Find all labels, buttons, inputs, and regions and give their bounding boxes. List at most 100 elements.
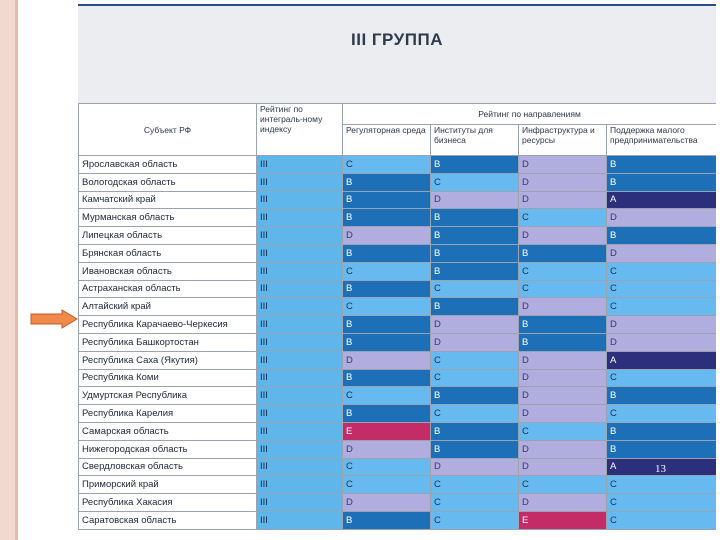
grade-cell: D [518, 172, 607, 192]
table-row: Республика Башкортостан III B D B D [78, 332, 716, 352]
region-name-cell: Республика Хакасия [78, 493, 257, 512]
table-row: Республика Саха (Якутия) III D C D A [78, 350, 716, 370]
grade-cell: D [342, 439, 431, 459]
slide-title: III ГРУППА [351, 29, 443, 49]
table-row: Брянская область III B B B D [78, 243, 716, 263]
integral-rating-cell: III [256, 386, 343, 406]
grade-cell: C [605, 297, 716, 317]
grade-cell: B [430, 421, 519, 441]
integral-rating-cell: III [256, 510, 343, 530]
table-row: Республика Хакасия III D C D C [78, 493, 716, 512]
region-name-cell: Ярославская область [78, 155, 257, 174]
integral-rating-cell: III [256, 493, 343, 512]
grade-cell: B [430, 297, 519, 317]
integral-rating-cell: III [256, 332, 343, 352]
region-name-cell: Республика Карачаево-Черкесия [78, 315, 257, 334]
grade-cell: E [342, 421, 431, 441]
grade-cell: C [430, 368, 519, 388]
integral-rating-cell: III [256, 350, 343, 370]
grade-cell: D [518, 297, 607, 317]
grade-cell: C [430, 350, 519, 370]
grade-cell: B [342, 190, 431, 210]
region-name-cell: Ивановская область [78, 261, 257, 281]
grade-cell: D [518, 368, 607, 388]
grade-cell: B [605, 421, 716, 441]
grade-cell: B [430, 386, 519, 406]
table-row: Мурманская область III B B C D [78, 208, 716, 228]
grade-cell: B [342, 315, 431, 334]
grade-cell: B [605, 172, 716, 192]
title-banner: III ГРУППА [78, 4, 716, 103]
grade-cell: D [518, 439, 607, 459]
grade-cell: C [605, 510, 716, 530]
rating-table-body: Ярославская область III C B D B Вологодская об… [78, 155, 716, 530]
grade-cell: D [518, 493, 607, 512]
table-row: Удмуртская Республика III C B D B [78, 386, 716, 406]
region-name-cell: Нижегородская область [78, 439, 257, 459]
integral-rating-cell: III [256, 155, 343, 174]
grade-cell: B [342, 510, 431, 530]
header-group: Рейтинг по направлениям [341, 103, 716, 125]
grade-cell: B [430, 439, 519, 459]
region-name-cell: Самарская область [78, 421, 257, 441]
grade-cell: C [430, 279, 519, 299]
grade-cell: D [605, 332, 716, 352]
grade-cell: D [605, 243, 716, 263]
table-row: Алтайский край III C B D C [78, 297, 716, 317]
integral-rating-cell: III [256, 439, 343, 459]
grade-cell: B [430, 226, 519, 245]
grade-cell: D [518, 350, 607, 370]
grade-cell: C [430, 510, 519, 530]
table-row: Липецкая область III D B D B [78, 226, 716, 245]
grade-cell: B [430, 155, 519, 174]
region-name-cell: Брянская область [78, 243, 257, 263]
grade-cell: B [605, 386, 716, 406]
region-name-cell: Астраханская область [78, 279, 257, 299]
grade-cell: C [430, 493, 519, 512]
grade-cell: B [605, 226, 716, 245]
left-decorative-stripe [0, 0, 15, 540]
table-row: Республика Карачаево-Черкесия III B D B D [78, 315, 716, 334]
table-row: Ярославская область III C B D B [78, 155, 716, 174]
grade-cell: B [605, 155, 716, 174]
table-row: Ивановская область III C B C C [78, 261, 716, 281]
header-integral: Рейтинг по интеграль-ному индексу [256, 103, 343, 156]
page-number: 13 [655, 463, 666, 475]
header-sme-support: Поддержка малого предпринимательства [605, 124, 716, 156]
region-name-cell: Республика Саха (Якутия) [78, 350, 257, 370]
grade-cell: D [430, 315, 519, 334]
integral-rating-cell: III [256, 297, 343, 317]
grade-cell: C [342, 261, 431, 281]
header-subject: Субъект РФ [78, 103, 257, 156]
grade-cell: C [342, 155, 431, 174]
integral-rating-cell: III [256, 421, 343, 441]
grade-cell: A [605, 350, 716, 370]
integral-rating-cell: III [256, 279, 343, 299]
region-name-cell: Вологодская область [78, 172, 257, 192]
integral-rating-cell: III [256, 315, 343, 334]
grade-cell: B [342, 368, 431, 388]
grade-cell: B [605, 439, 716, 459]
grade-cell: B [342, 243, 431, 263]
table-row: Республика Карелия III B C D C [78, 404, 716, 423]
grade-cell: D [430, 457, 519, 477]
grade-cell: E [518, 510, 607, 530]
grade-cell: C [518, 261, 607, 281]
region-name-cell: Республика Карелия [78, 404, 257, 423]
integral-rating-cell: III [256, 226, 343, 245]
region-name-cell: Республика Башкортостан [78, 332, 257, 352]
region-name-cell: Удмуртская Республика [78, 386, 257, 406]
integral-rating-cell: III [256, 261, 343, 281]
integral-rating-cell: III [256, 404, 343, 423]
region-name-cell: Республика Коми [78, 368, 257, 388]
region-name-cell: Саратовская область [78, 510, 257, 530]
grade-cell: C [430, 404, 519, 423]
grade-cell: C [430, 475, 519, 495]
grade-cell: D [518, 190, 607, 210]
grade-cell: D [430, 332, 519, 352]
integral-rating-cell: III [256, 172, 343, 192]
grade-cell: C [605, 261, 716, 281]
rating-table-container: Субъект РФ Рейтинг по интеграль-ному инд… [78, 103, 716, 540]
grade-cell: C [518, 475, 607, 495]
grade-cell: C [342, 457, 431, 477]
